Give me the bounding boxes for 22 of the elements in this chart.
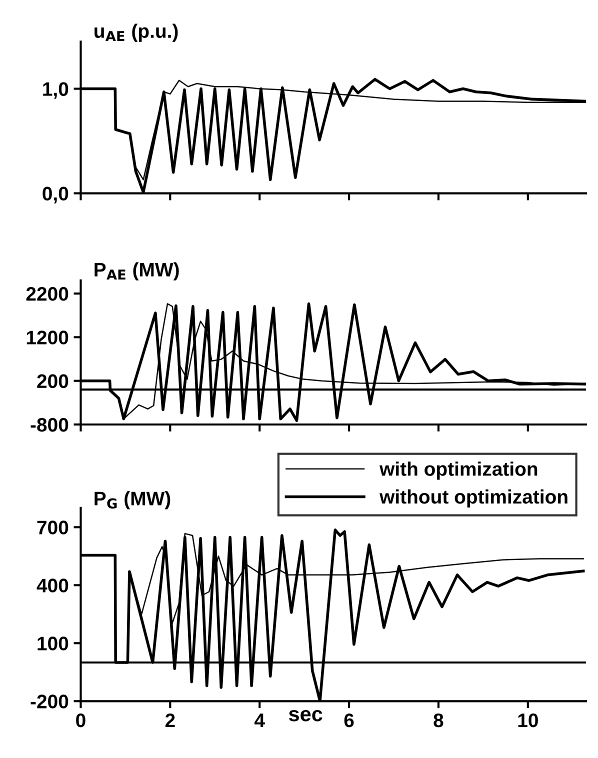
x-tick-label: 0 (76, 713, 86, 728)
x-tick-label: 6 (344, 713, 354, 728)
y-tick-label: -800 (30, 418, 68, 432)
x-tick-label: 2 (165, 713, 175, 728)
chart-title: u$_{AE}$ (p.u.) (94, 24, 178, 42)
legend-label: without optimization (379, 489, 568, 508)
chart-title: P$_{AE}$ (MW) (94, 262, 179, 280)
legend-label: with optimization (379, 462, 538, 480)
chart-title: P$_{G}$ (MW) (94, 491, 170, 510)
y-tick-label: 400 (36, 578, 68, 592)
y-tick-label: 1,0 (43, 82, 68, 99)
x-tick-label: 10 (518, 713, 538, 728)
x-tick-label: 4 (254, 714, 265, 728)
y-tick-label: 700 (37, 520, 68, 534)
y-tick-label: 200 (37, 374, 68, 388)
y-tick-label: 0,0 (42, 186, 68, 204)
y-tick-label: 1200 (26, 330, 68, 344)
x-axis-title: sec (288, 710, 322, 722)
y-tick-label: -200 (30, 694, 68, 708)
x-tick-label: 8 (434, 713, 444, 728)
y-tick-label: 100 (38, 636, 68, 650)
y-tick-label: 2200 (26, 287, 68, 301)
